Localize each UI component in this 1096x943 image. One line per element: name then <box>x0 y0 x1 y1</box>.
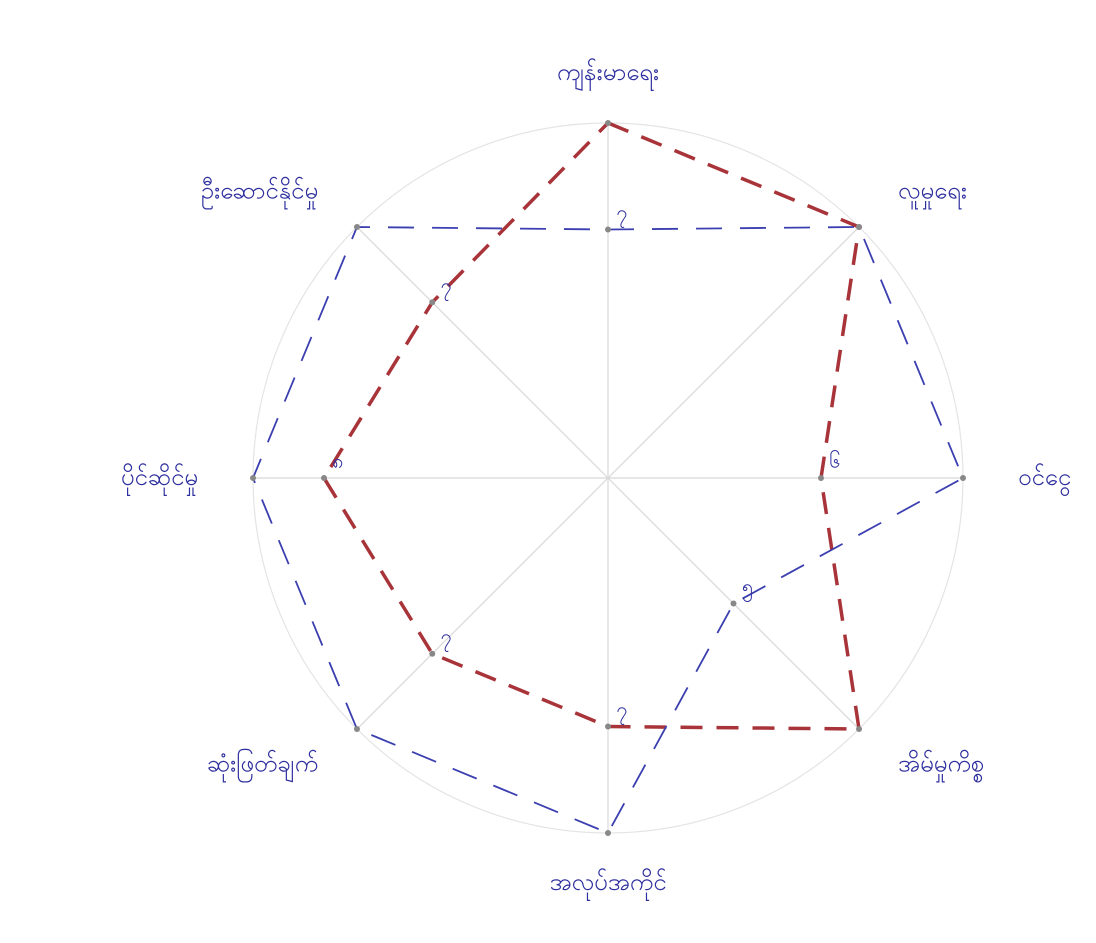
axis-label: အလုပ်အကိုင် <box>549 867 666 901</box>
value-label: ၅ <box>742 574 753 602</box>
vertex <box>429 650 436 657</box>
axis-label: ဝင်ငွေ <box>1018 462 1071 497</box>
vertex <box>730 600 737 607</box>
value-label: ၆ <box>829 449 840 473</box>
vertex <box>353 223 360 230</box>
axis-label: ဦးဆောင်နိုင်မှု <box>201 176 318 210</box>
axis-label: လူမှုရေး <box>898 177 967 210</box>
vertex <box>605 120 611 126</box>
series-outline <box>252 226 965 835</box>
spoke <box>356 226 609 479</box>
vertex <box>429 299 436 306</box>
value-label: ၇ <box>441 273 452 301</box>
vertex <box>856 726 863 733</box>
value-label: ၇ <box>616 697 627 725</box>
vertex <box>605 723 611 730</box>
value-label: ၇ <box>616 200 627 228</box>
vertex <box>605 830 611 836</box>
vertex <box>321 475 327 481</box>
value-label: ၈ <box>332 449 343 473</box>
vertex <box>818 475 824 481</box>
axis-label: ဆုံးဖြတ်ချက် <box>207 747 318 782</box>
vertex <box>960 475 966 481</box>
axis-label: အိမ်မှုကိစ္စ <box>898 748 984 782</box>
value-label: ၇ <box>441 624 452 652</box>
axis-label: ကျန်းမာရေး <box>557 57 659 91</box>
vertex <box>250 475 256 481</box>
vertex <box>353 726 360 733</box>
spoke <box>356 477 609 730</box>
vertex <box>605 226 611 233</box>
axis-label: ပိုင်ဆိုင်မှု <box>121 462 198 496</box>
spoke <box>607 226 860 479</box>
series-outline <box>321 120 862 731</box>
vertex <box>856 223 863 230</box>
